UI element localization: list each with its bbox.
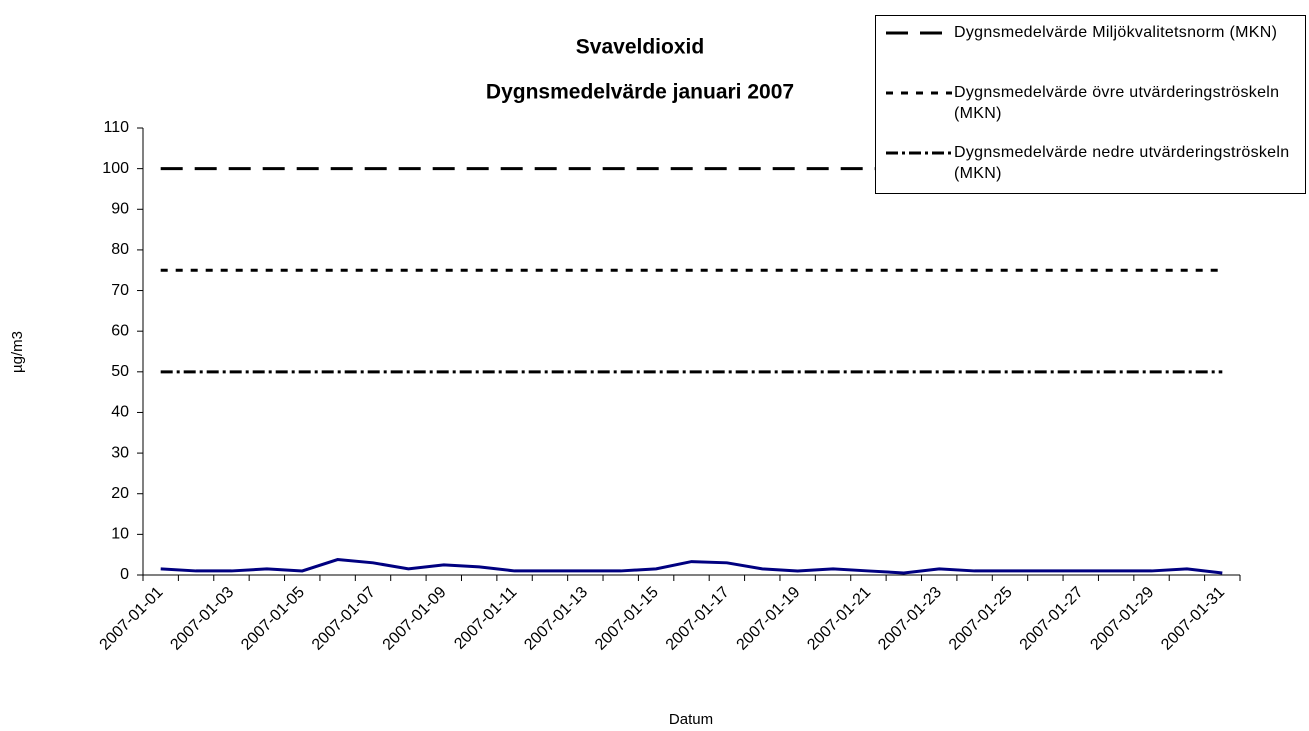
y-tick-label: 40 xyxy=(111,404,129,421)
y-tick-label: 110 xyxy=(103,119,129,136)
y-tick-label: 30 xyxy=(111,444,129,461)
x-tick-label: 2007-01-23 xyxy=(875,584,945,654)
y-tick-label: 50 xyxy=(111,363,129,380)
legend-label: Dygnsmedelvärde nedre utvärderingströske… xyxy=(954,144,1290,182)
legend-swatch xyxy=(886,151,952,155)
x-tick-label: 2007-01-01 xyxy=(97,584,167,654)
x-tick-label: 2007-01-19 xyxy=(734,584,804,654)
x-tick-label: 2007-01-15 xyxy=(592,584,662,654)
data-line xyxy=(160,558,1223,575)
legend-item: Dygnsmedelvärde övre utvärderingströskel… xyxy=(884,82,1304,124)
x-tick-label: 2007-01-17 xyxy=(663,584,733,654)
x-tick-label: 2007-01-29 xyxy=(1087,584,1157,654)
x-tick-label: 2007-01-13 xyxy=(521,584,591,654)
legend-item: Dygnsmedelvärde Miljökvalitetsnorm (MKN) xyxy=(884,22,1304,43)
chart-subtitle: Dygnsmedelvärde januari 2007 xyxy=(486,81,794,104)
y-axis-title: µg/m3 xyxy=(9,331,26,373)
legend-label: Dygnsmedelvärde övre utvärderingströskel… xyxy=(954,84,1280,122)
x-tick-label: 2007-01-27 xyxy=(1017,584,1087,654)
y-tick-label: 10 xyxy=(111,526,129,543)
x-tick-label: 2007-01-31 xyxy=(1158,584,1228,654)
x-tick-label: 2007-01-03 xyxy=(167,584,237,654)
legend-item: Dygnsmedelvärde nedre utvärderingströske… xyxy=(884,142,1304,184)
chart-title: Svaveldioxid xyxy=(576,36,704,59)
y-tick-label: 100 xyxy=(102,160,129,177)
x-tick-label: 2007-01-21 xyxy=(804,584,874,654)
x-tick-label: 2007-01-25 xyxy=(946,584,1016,654)
x-tick-label: 2007-01-11 xyxy=(451,584,520,653)
x-tick-label: 2007-01-07 xyxy=(309,584,379,654)
y-tick-label: 20 xyxy=(111,485,129,502)
legend-swatch xyxy=(886,91,952,95)
y-tick-label: 80 xyxy=(111,241,129,258)
legend-swatch xyxy=(886,31,952,35)
legend-label: Dygnsmedelvärde Miljökvalitetsnorm (MKN) xyxy=(954,24,1278,41)
legend: Dygnsmedelvärde Miljökvalitetsnorm (MKN)… xyxy=(875,15,1306,194)
x-tick-label: 2007-01-09 xyxy=(380,584,450,654)
y-tick-label: 90 xyxy=(111,200,129,217)
y-tick-label: 60 xyxy=(111,322,129,339)
x-tick-label: 2007-01-05 xyxy=(238,584,308,654)
y-tick-label: 70 xyxy=(111,282,129,299)
y-tick-label: 0 xyxy=(120,566,129,583)
x-axis-title: Datum xyxy=(669,711,713,728)
